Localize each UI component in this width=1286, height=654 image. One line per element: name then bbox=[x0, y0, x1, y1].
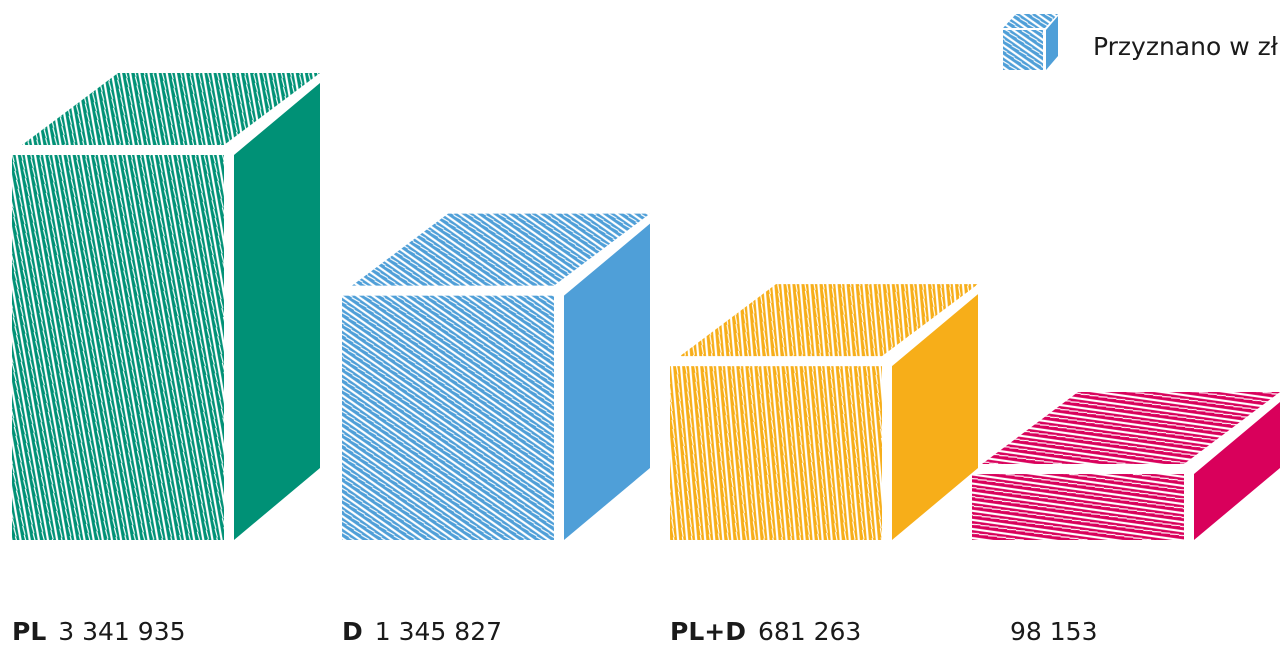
bar-side bbox=[564, 223, 650, 540]
bar-top bbox=[22, 73, 320, 145]
legend-icon bbox=[1003, 30, 1043, 70]
bar bbox=[972, 474, 1184, 540]
legend-icon bbox=[1003, 14, 1058, 28]
bar-side bbox=[234, 83, 320, 540]
bar-label: 98 153 bbox=[1010, 617, 1097, 646]
bar-side bbox=[892, 294, 978, 540]
value-label: 98 153 bbox=[1010, 617, 1097, 646]
bar-side bbox=[1194, 402, 1280, 540]
bar bbox=[670, 366, 882, 540]
bar bbox=[342, 295, 554, 540]
category-label: PL+D bbox=[670, 617, 746, 646]
category-label: D bbox=[342, 617, 363, 646]
category-label: PL bbox=[12, 617, 46, 646]
bar-top bbox=[680, 284, 978, 357]
legend-icon bbox=[1046, 16, 1058, 70]
bar-label: D 1 345 827 bbox=[342, 617, 502, 646]
bar-label: PL 3 341 935 bbox=[12, 617, 186, 646]
bar-label: PL+D 681 263 bbox=[670, 617, 861, 646]
bar bbox=[12, 155, 224, 540]
value-label: 3 341 935 bbox=[58, 617, 185, 646]
value-label: 1 345 827 bbox=[375, 617, 502, 646]
bar-top bbox=[352, 213, 650, 286]
legend-label: Przyznano w zł bbox=[1093, 32, 1279, 61]
bar-top bbox=[982, 392, 1280, 465]
value-label: 681 263 bbox=[758, 617, 861, 646]
